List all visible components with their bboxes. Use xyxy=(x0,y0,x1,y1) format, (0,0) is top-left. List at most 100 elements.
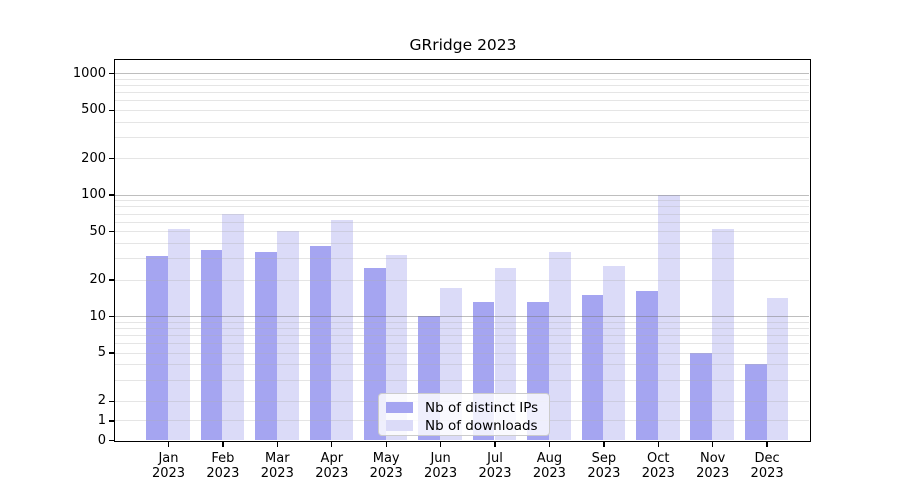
gridline-80 xyxy=(115,206,809,208)
gridline-900 xyxy=(115,78,809,80)
bar-oct-downloads xyxy=(657,194,680,440)
bar-nov-ips xyxy=(690,352,713,440)
bar-nov-downloads xyxy=(712,229,734,440)
y-tick-mark-500 xyxy=(109,109,114,111)
legend-label: Nb of distinct IPs xyxy=(425,399,539,416)
year-label: 2023 xyxy=(206,465,240,481)
bar-jan-ips xyxy=(146,256,168,440)
gridline-100 xyxy=(115,194,809,196)
month-label: Apr xyxy=(320,451,344,466)
gridline-40 xyxy=(115,243,809,244)
y-tick-label-1000: 1000 xyxy=(72,65,106,81)
y-tick-label-5: 5 xyxy=(97,345,106,361)
x-tick-label-aug: Aug 2023 xyxy=(514,451,584,481)
year-label: 2023 xyxy=(478,465,512,481)
x-tick-label-dec: Dec 2023 xyxy=(732,451,802,481)
y-tick-mark-2 xyxy=(109,400,114,403)
y-tick-mark-10 xyxy=(109,315,114,318)
gridline-3 xyxy=(115,379,809,381)
gridline-8 xyxy=(115,327,809,329)
month-label: Jan xyxy=(158,451,179,466)
bar-mar-ips xyxy=(255,251,277,440)
x-tick-label-jan: Jan 2023 xyxy=(134,451,204,481)
gridline-10 xyxy=(115,316,809,317)
gridline-700 xyxy=(115,92,809,94)
gridline-1000 xyxy=(115,73,809,75)
legend-swatch-ips xyxy=(386,402,413,413)
x-tick-label-feb: Feb 2023 xyxy=(188,451,258,481)
legend-swatch-downloads xyxy=(386,420,413,431)
bar-dec-downloads xyxy=(766,298,789,440)
x-tick-label-apr: Apr 2023 xyxy=(297,451,367,481)
bar-apr-downloads xyxy=(331,219,354,440)
plot-area xyxy=(114,59,811,442)
gridline-90 xyxy=(115,200,809,202)
x-tick-label-may: May 2023 xyxy=(351,451,421,481)
month-label: Jul xyxy=(487,451,503,466)
y-tick-label-10: 10 xyxy=(89,308,106,324)
y-tick-label-20: 20 xyxy=(89,272,106,287)
month-label: Oct xyxy=(647,451,670,466)
y-tick-label-0: 0 xyxy=(97,432,106,448)
x-tick-label-nov: Nov 2023 xyxy=(678,451,748,481)
x-tick-label-sep: Sep 2023 xyxy=(569,451,639,481)
gridline-300 xyxy=(115,136,809,138)
bar-aug-downloads xyxy=(548,251,571,440)
x-tick-mark-apr xyxy=(331,442,333,447)
bar-jan-downloads xyxy=(168,229,190,440)
year-label: 2023 xyxy=(696,465,730,481)
bar-feb-downloads xyxy=(222,213,245,440)
x-tick-label-mar: Mar 2023 xyxy=(242,451,312,481)
bar-apr-ips xyxy=(309,245,332,440)
y-tick-mark-20 xyxy=(109,279,114,281)
y-tick-mark-5 xyxy=(109,352,114,354)
year-label: 2023 xyxy=(260,465,294,481)
bar-mar-downloads xyxy=(276,231,299,440)
month-label: Jun xyxy=(430,451,451,466)
bar-oct-ips xyxy=(636,291,658,440)
year-label: 2023 xyxy=(532,465,566,481)
x-tick-mark-oct xyxy=(657,442,659,447)
gridline-9 xyxy=(115,321,809,323)
y-tick-label-500: 500 xyxy=(81,102,106,118)
month-label: Sep xyxy=(591,451,617,466)
x-tick-label-jun: Jun 2023 xyxy=(406,451,476,481)
y-tick-label-100: 100 xyxy=(81,187,106,203)
month-label: Nov xyxy=(700,451,726,466)
x-tick-mark-may xyxy=(385,442,387,447)
gridline-20 xyxy=(115,279,809,281)
gridlines-layer xyxy=(115,60,809,440)
gridline-500 xyxy=(115,109,809,111)
x-tick-mark-feb xyxy=(222,442,224,447)
month-label: Aug xyxy=(536,451,563,466)
gridline-60 xyxy=(115,221,809,223)
year-label: 2023 xyxy=(151,465,186,481)
y-tick-label-200: 200 xyxy=(81,150,106,166)
bar-sep-ips xyxy=(581,294,604,440)
gridline-6 xyxy=(115,343,809,344)
month-label: Dec xyxy=(754,451,780,466)
gridline-400 xyxy=(115,121,809,123)
y-tick-mark-1000 xyxy=(109,73,114,75)
gridline-200 xyxy=(115,158,809,160)
legend: Nb of distinct IPs Nb of downloads xyxy=(378,393,550,436)
x-tick-mark-sep xyxy=(603,442,605,447)
gridline-70 xyxy=(115,213,809,215)
x-tick-label-oct: Oct 2023 xyxy=(623,451,693,481)
bar-feb-ips xyxy=(200,250,223,440)
y-tick-label-2: 2 xyxy=(97,393,106,409)
gridline-600 xyxy=(115,100,809,102)
year-label: 2023 xyxy=(315,465,349,481)
x-tick-label-jul: Jul 2023 xyxy=(460,451,530,481)
gridline-4 xyxy=(115,364,809,366)
gridline-5 xyxy=(115,352,809,354)
x-tick-mark-jun xyxy=(439,442,442,447)
y-tick-mark-50 xyxy=(109,231,114,233)
x-tick-mark-aug xyxy=(548,442,551,447)
y-tick-mark-0 xyxy=(109,439,114,442)
x-tick-mark-nov xyxy=(712,442,714,447)
month-label: May xyxy=(372,451,400,466)
chart-title: GRridge 2023 xyxy=(409,36,517,54)
month-label: Feb xyxy=(211,451,235,466)
